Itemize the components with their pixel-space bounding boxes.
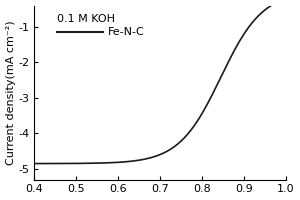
Text: 0.1 M KOH: 0.1 M KOH — [57, 14, 116, 24]
Text: Fe-N-C: Fe-N-C — [108, 27, 144, 37]
Y-axis label: Current density(mA cm⁻²): Current density(mA cm⁻²) — [6, 20, 16, 165]
